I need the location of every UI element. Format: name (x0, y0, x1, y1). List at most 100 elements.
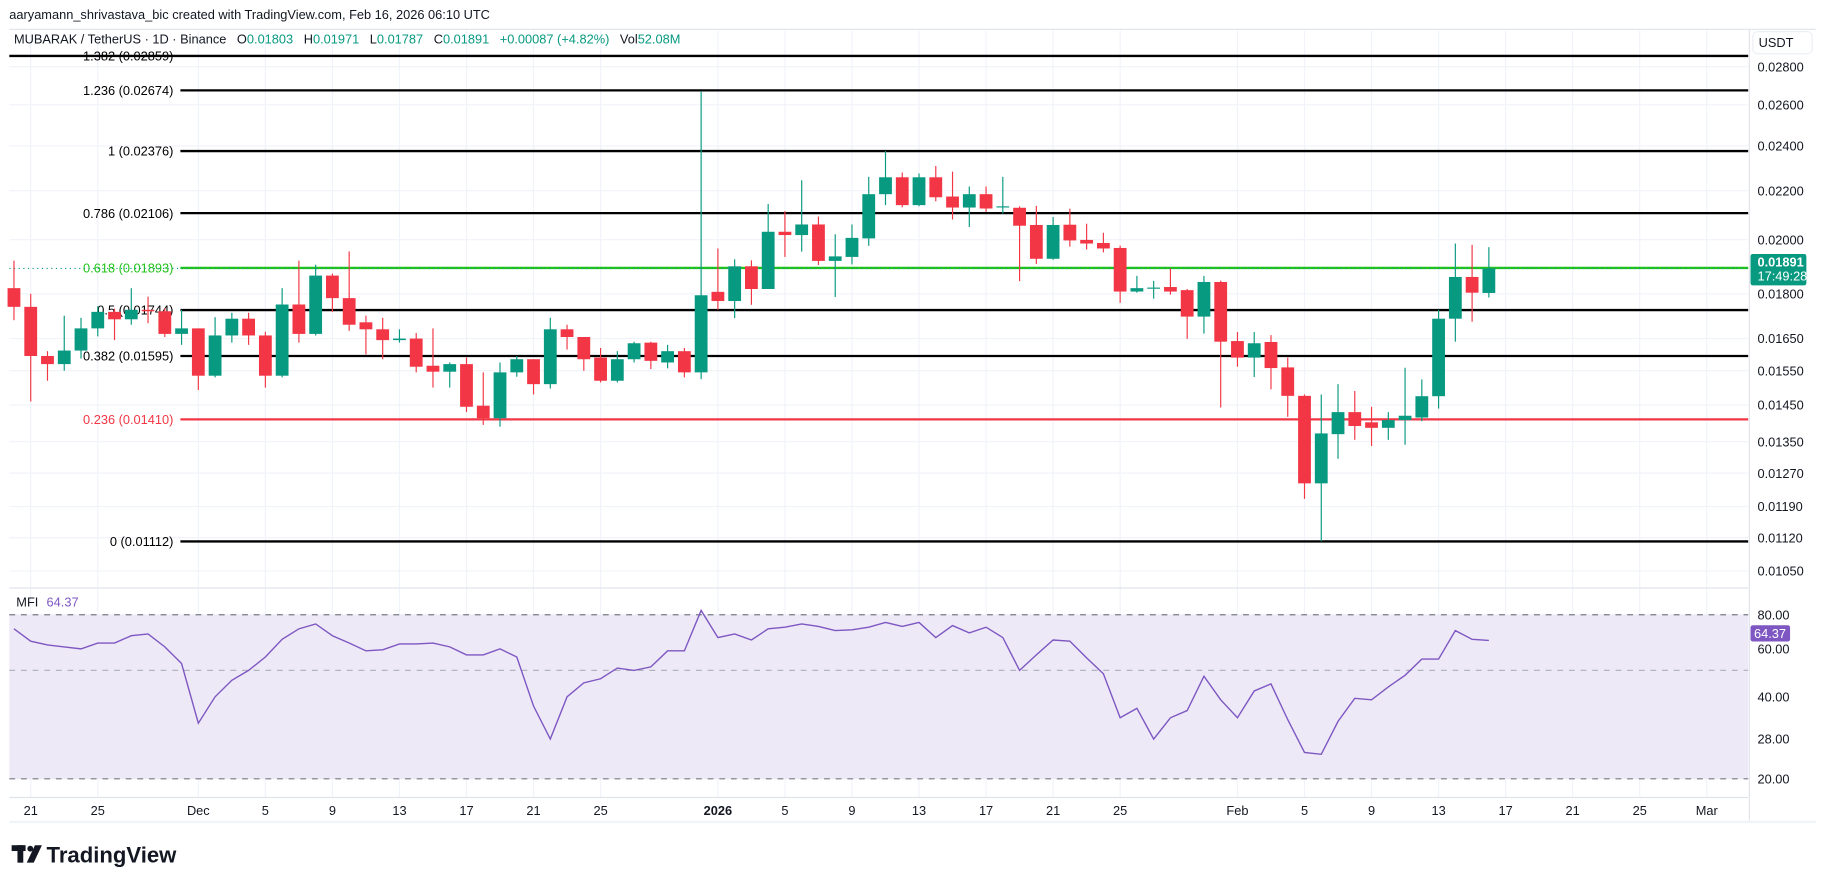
candle-body (1415, 396, 1429, 418)
mfi-tick-label: 20.00 (1757, 772, 1789, 787)
candle-body (1448, 276, 1462, 319)
svg-text:USDT: USDT (1759, 35, 1794, 50)
candle-body (996, 206, 1010, 208)
close-value: 0.01891 (443, 31, 489, 46)
candle-up (493, 362, 507, 427)
candle-body (795, 224, 809, 236)
price-axis[interactable]: 0.02800 0.02600 0.02400 0.02200 0.02000 0.018… (1757, 59, 1803, 578)
candle-body (1432, 318, 1445, 397)
candle-down (476, 372, 490, 425)
mfi-legend-value: 64.37 (47, 595, 79, 610)
candle-up (443, 362, 457, 388)
candle-up (1398, 367, 1412, 445)
candle-up (309, 264, 323, 336)
candle-body (778, 231, 792, 236)
candle-down (158, 308, 172, 338)
candle-up (225, 312, 239, 343)
candle-down (1231, 332, 1244, 367)
candle-body (879, 177, 892, 195)
open-value: 0.01803 (247, 31, 293, 46)
candle-body (426, 365, 440, 372)
candle-up (124, 288, 138, 325)
candle-down (141, 296, 155, 324)
candle-down (560, 324, 574, 350)
candle-up (862, 176, 876, 246)
high-value: 0.01971 (313, 31, 359, 46)
x-tick-label: 5 (262, 803, 269, 818)
candle-body (711, 291, 725, 302)
mfi-axis[interactable]: 80.00 60.00 40.00 28.00 20.00 (1757, 607, 1789, 786)
candle-body (1080, 239, 1094, 244)
tradingview-logo[interactable]: TradingView (11, 843, 178, 868)
candle-body (1247, 343, 1261, 358)
x-tick-label: 9 (329, 803, 336, 818)
candle-up (996, 176, 1010, 214)
candle-body (1231, 341, 1244, 358)
mfi-legend[interactable]: MFI 64.37 (16, 595, 78, 610)
x-tick-label: 17 (1499, 803, 1513, 818)
fib-level-label: 0.382 (0.01595) (83, 349, 173, 364)
candle-up (761, 203, 775, 289)
candle-body (1281, 367, 1295, 396)
candle-body (946, 196, 959, 208)
time-axis[interactable] (9, 798, 1749, 821)
bar-countdown: 17:49:28 (1757, 269, 1807, 284)
candle-body (577, 337, 591, 360)
candle-body (510, 359, 524, 373)
candle-down (745, 260, 758, 305)
candle-down (359, 315, 373, 355)
last-price-badge: 0.01891 17:49:28 (1750, 253, 1807, 286)
fib-level-label: 1.382 (0.02859) (83, 49, 173, 64)
x-tick-label: 5 (1301, 803, 1308, 818)
currency-button[interactable]: USDT (1752, 31, 1813, 55)
candle-down (644, 341, 658, 370)
candle-up (728, 259, 742, 319)
candle-body (476, 405, 490, 419)
candle-down (1214, 280, 1228, 408)
candle-body (1482, 268, 1496, 293)
candle-body (979, 194, 993, 209)
tradingview-logo-text: TradingView (47, 843, 178, 868)
candle-up (1130, 275, 1144, 293)
mfi-band-fill (9, 614, 1749, 779)
candle-down (1113, 245, 1127, 303)
mfi-label: MFI (16, 595, 38, 610)
y-tick-label: 0.02200 (1757, 183, 1803, 198)
candle-body (677, 351, 691, 373)
candle-body (1063, 224, 1077, 241)
candle-down (41, 351, 54, 381)
fibonacci-retracement[interactable]: 1.382 (0.02859) 1.236 (0.02674) 1 (0.02376… (9, 49, 1749, 549)
candle-down (1164, 268, 1177, 295)
mfi-tick-label: 60.00 (1757, 641, 1789, 656)
candle-body (610, 359, 624, 381)
candle-body (191, 328, 205, 376)
x-tick-label: Dec (187, 803, 210, 818)
mfi-tick-label: 80.00 (1757, 607, 1789, 622)
candle-down (376, 317, 390, 360)
x-tick-label: 13 (1431, 803, 1445, 818)
candle-down (1063, 208, 1077, 247)
candle-body (527, 359, 540, 385)
candle-body (1013, 207, 1026, 226)
candle-down (1080, 223, 1094, 250)
y-tick-label: 0.01270 (1757, 466, 1803, 481)
candle-body (812, 224, 825, 261)
y-tick-label: 0.01120 (1757, 530, 1802, 545)
candle-up (879, 151, 892, 206)
candle-up (1147, 280, 1161, 299)
x-tick-label: 17 (459, 803, 473, 818)
candle-down (778, 211, 792, 257)
candle-body (929, 177, 943, 198)
candle-down (1281, 357, 1295, 417)
candle-body (1465, 276, 1479, 293)
candle-body (627, 343, 641, 360)
candle-body (1164, 287, 1177, 292)
x-tick-label: 2026 (704, 803, 732, 818)
candle-body (309, 275, 323, 334)
y-tick-label: 0.02400 (1757, 139, 1803, 154)
candle-down (426, 328, 440, 388)
symbol-legend[interactable]: MUBARAK / TetherUS · 1D · Binance O0.018… (14, 31, 680, 46)
y-tick-label: 0.02000 (1757, 232, 1803, 247)
candle-up (57, 315, 71, 371)
